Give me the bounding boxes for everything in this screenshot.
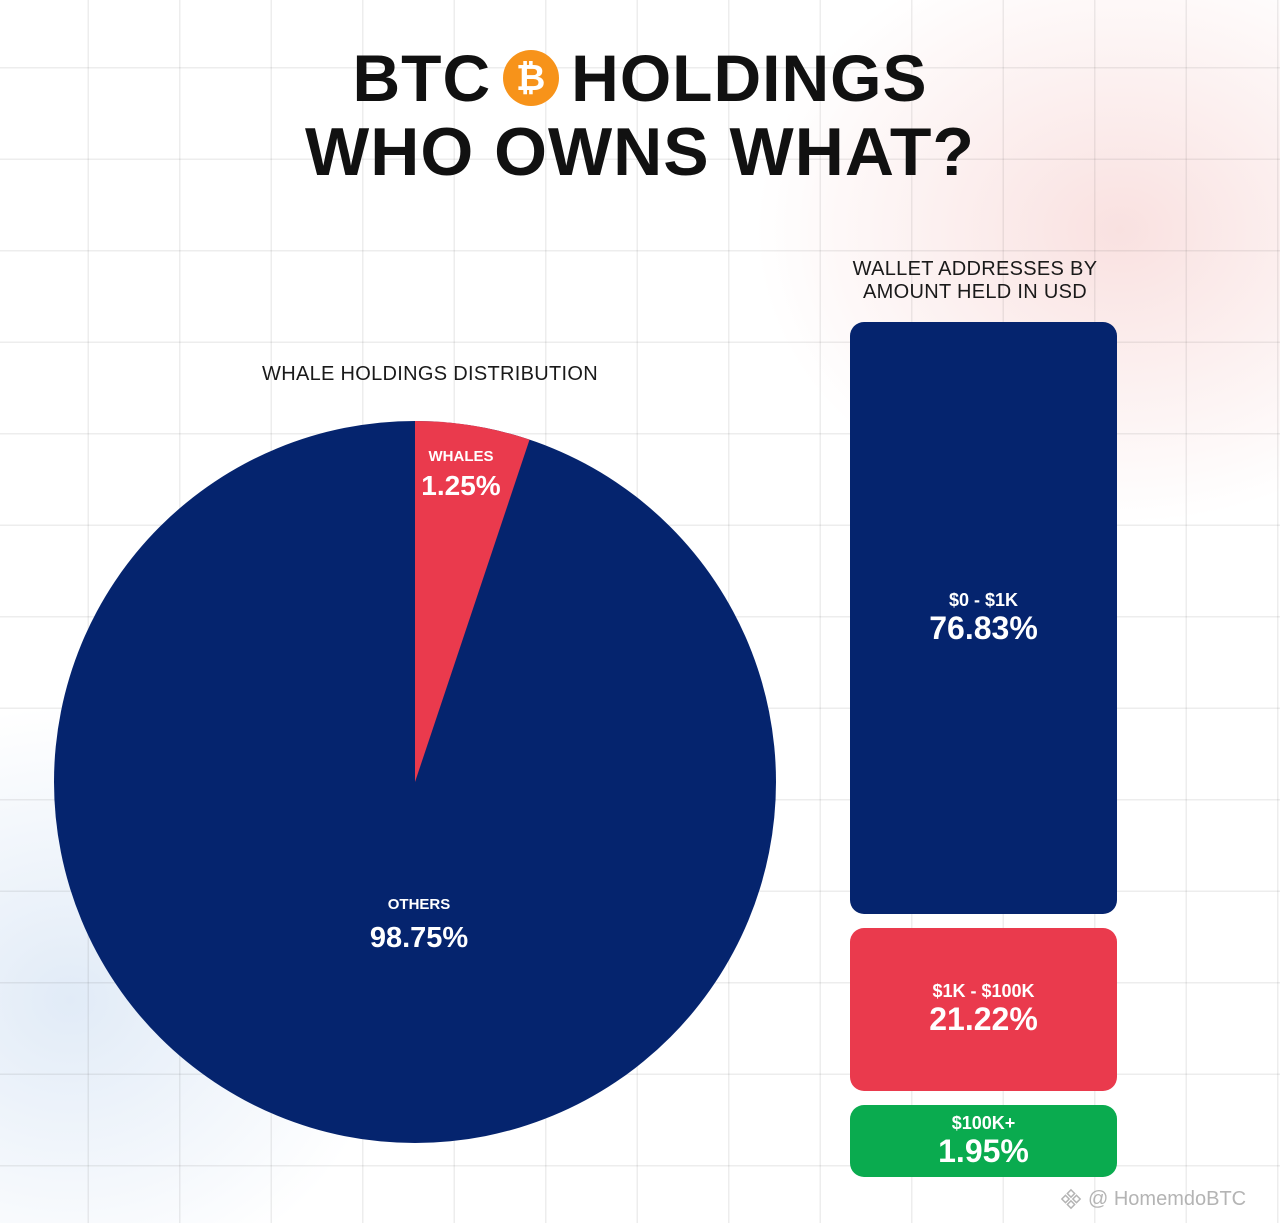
pie-value-whales: 1.25% bbox=[421, 470, 500, 501]
bitcoin-icon: ₿ bbox=[503, 50, 560, 106]
pie-chart-title: WHALE HOLDINGS DISTRIBUTION bbox=[262, 363, 598, 385]
pie-slice-whales bbox=[415, 421, 530, 782]
pie-label-others: OTHERS bbox=[388, 896, 451, 913]
bar-100k-plus: $100K+ 1.95% bbox=[850, 1105, 1117, 1177]
bar-chart-title: WALLET ADDRESSES BY AMOUNT HELD IN USD bbox=[820, 258, 1130, 304]
pie-value-others: 98.75% bbox=[370, 922, 469, 954]
binance-square-icon bbox=[1060, 1188, 1082, 1210]
title-btc-text: BTC bbox=[352, 41, 492, 115]
bar-1k-100k: $1K - $100K 21.22% bbox=[850, 927, 1117, 1091]
bar-label: $0 - $1K bbox=[948, 589, 1019, 610]
bar-chart-title-line-1: WALLET ADDRESSES BY bbox=[852, 258, 1098, 280]
bar-label: $1K - $100K bbox=[932, 981, 1035, 1002]
bar-value: 1.95% bbox=[938, 1133, 1029, 1169]
bar-value: 21.22% bbox=[929, 1001, 1038, 1038]
bar-value: 76.83% bbox=[929, 609, 1038, 646]
bar-label: $100K+ bbox=[951, 1113, 1016, 1133]
title-line-2: WHO OWNS WHAT? bbox=[305, 114, 975, 190]
bar-chart-title-line-2: AMOUNT HELD IN USD bbox=[863, 281, 1087, 303]
pie-label-whales: WHALES bbox=[429, 448, 494, 465]
title-holdings-text: HOLDINGS bbox=[571, 41, 928, 115]
title-line-1: BTC ₿ HOLDINGS bbox=[0, 40, 1280, 116]
bar-0-1k: $0 - $1K 76.83% bbox=[850, 322, 1117, 914]
watermark-text: @ HomemdoBTC bbox=[1088, 1187, 1247, 1210]
watermark: @ HomemdoBTC bbox=[1060, 1186, 1275, 1212]
